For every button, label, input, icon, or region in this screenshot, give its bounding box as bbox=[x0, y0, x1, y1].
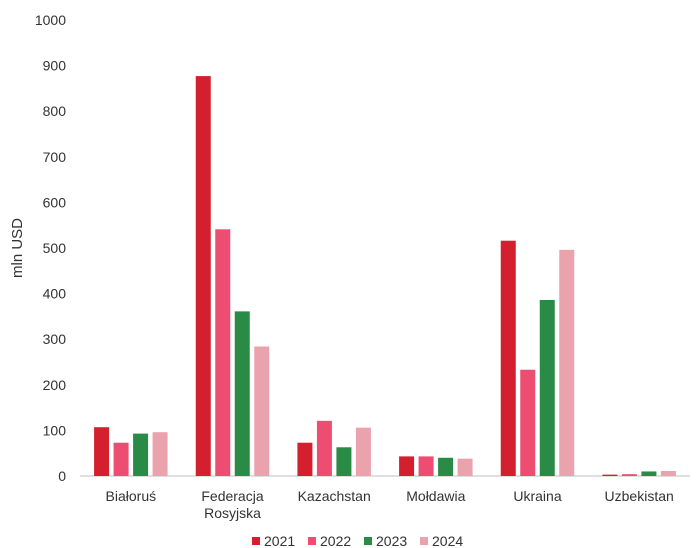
legend-swatch-2024 bbox=[420, 537, 428, 545]
bar-2024 bbox=[660, 470, 676, 476]
y-tick-label: 900 bbox=[43, 58, 67, 74]
bar-2021 bbox=[602, 474, 618, 476]
y-axis-ticks: 0 100 200 300 400 500 600 700 800 900 1000 bbox=[35, 12, 66, 484]
y-tick-label: 0 bbox=[58, 468, 66, 484]
bar-2021 bbox=[94, 427, 110, 476]
bar-2024 bbox=[152, 432, 168, 476]
legend-swatch-2021 bbox=[252, 537, 260, 545]
bar-2023 bbox=[539, 299, 555, 476]
legend-label: 2022 bbox=[320, 533, 351, 548]
bar-2022 bbox=[621, 474, 637, 476]
bars bbox=[94, 76, 676, 476]
bar-2023 bbox=[234, 311, 250, 476]
bar-2021 bbox=[399, 456, 415, 476]
y-tick-label: 600 bbox=[43, 194, 67, 210]
bar-2024 bbox=[254, 346, 270, 476]
bar-2021 bbox=[195, 76, 211, 476]
x-category-label: Białoruś bbox=[106, 488, 157, 504]
y-tick-label: 300 bbox=[43, 331, 67, 347]
bar-2024 bbox=[355, 427, 371, 476]
bar-2022 bbox=[113, 442, 129, 476]
legend-label: 2024 bbox=[432, 533, 463, 548]
y-tick-label: 700 bbox=[43, 149, 67, 165]
bar-2024 bbox=[457, 458, 473, 476]
x-category-label: Uzbekistan bbox=[605, 488, 674, 504]
bar-2022 bbox=[316, 420, 332, 476]
x-category-label: Rosyjska bbox=[204, 505, 261, 521]
x-category-label: Ukraina bbox=[513, 488, 561, 504]
legend-label: 2023 bbox=[376, 533, 407, 548]
y-tick-label: 1000 bbox=[35, 12, 66, 28]
legend-swatch-2022 bbox=[308, 537, 316, 545]
y-tick-label: 400 bbox=[43, 286, 67, 302]
x-category-label: Mołdawia bbox=[406, 488, 465, 504]
y-tick-label: 800 bbox=[43, 103, 67, 119]
bar-2022 bbox=[418, 456, 434, 476]
bar-2024 bbox=[559, 249, 575, 476]
bar-2023 bbox=[133, 433, 149, 476]
y-tick-label: 500 bbox=[43, 240, 67, 256]
legend-swatch-2023 bbox=[364, 537, 372, 545]
bar-2023 bbox=[336, 447, 352, 476]
legend: 2021 2022 2023 2024 bbox=[252, 533, 463, 548]
x-category-label: Kazachstan bbox=[298, 488, 371, 504]
bar-2021 bbox=[297, 442, 313, 476]
bar-2023 bbox=[438, 457, 454, 476]
bar-2022 bbox=[520, 369, 536, 476]
bar-2023 bbox=[641, 471, 657, 476]
y-axis-label: mln USD bbox=[9, 218, 26, 278]
bar-2022 bbox=[215, 229, 231, 476]
x-category-label: Federacja bbox=[201, 488, 263, 504]
y-tick-label: 200 bbox=[43, 377, 67, 393]
y-tick-label: 100 bbox=[43, 422, 67, 438]
bar-2021 bbox=[500, 240, 516, 476]
legend-label: 2021 bbox=[264, 533, 295, 548]
